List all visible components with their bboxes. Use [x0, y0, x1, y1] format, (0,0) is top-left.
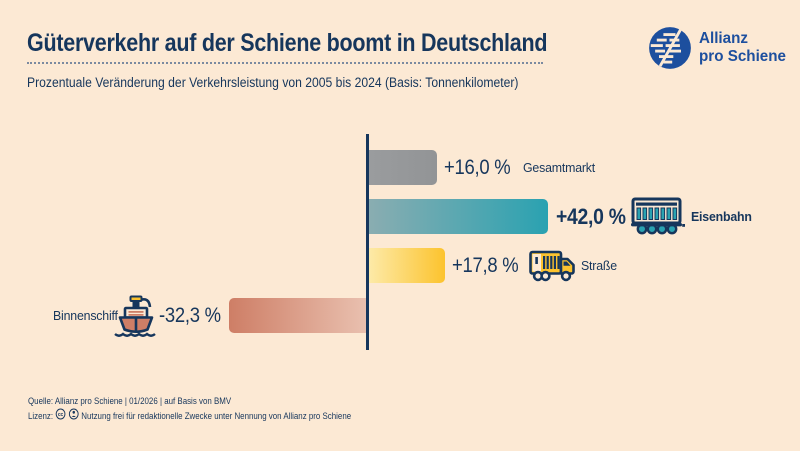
category-label-gesamtmarkt: Gesamtmarkt — [523, 160, 596, 175]
category-label-eisenbahn: Eisenbahn — [691, 209, 752, 224]
brand-name-line1: Allianz — [699, 30, 748, 47]
cc-by-icon — [68, 408, 79, 424]
cc-icon: cc — [55, 408, 66, 424]
value-label-gesamtmarkt: +16,0 % — [444, 156, 511, 179]
category-label-strasse: Straße — [581, 258, 617, 273]
license-line: Lizenz: cc Nutzung frei für redaktionell… — [28, 408, 351, 424]
license-label: Lizenz: — [28, 411, 54, 421]
value-label-binnenschiff: -32,3 % — [159, 304, 221, 327]
zero-baseline-axis — [366, 134, 369, 350]
value-label-eisenbahn: +42,0 % — [556, 204, 626, 229]
bar-gesamtmarkt — [369, 150, 437, 185]
bar-eisenbahn — [369, 199, 548, 234]
brand-name-line2: pro Schiene — [699, 48, 786, 65]
bar-strasse — [369, 248, 445, 283]
footer: Quelle: Allianz pro Schiene | 01/2026 | … — [28, 394, 351, 424]
source-line: Quelle: Allianz pro Schiene | 01/2026 | … — [28, 396, 232, 406]
brand-logo: Allianz pro Schiene — [648, 26, 798, 72]
license-text: Nutzung frei für redaktionelle Zwecke un… — [81, 411, 352, 421]
ship-icon — [113, 292, 159, 345]
category-label-binnenschiff: Binnenschiff — [53, 308, 118, 323]
svg-text:cc: cc — [58, 412, 64, 418]
brand-name: Allianz pro Schiene — [699, 26, 786, 72]
bar-binnenschiff — [228, 298, 366, 333]
train-wagon-icon — [629, 197, 685, 241]
dotted-separator — [27, 62, 543, 64]
chart-subtitle: Prozentuale Veränderung der Verkehrsleis… — [27, 75, 519, 90]
value-label-strasse: +17,8 % — [452, 254, 519, 277]
allianz-pro-schiene-logo-icon — [648, 26, 692, 72]
truck-icon — [529, 250, 575, 287]
page-title: Güterverkehr auf der Schiene boomt in De… — [27, 29, 548, 57]
